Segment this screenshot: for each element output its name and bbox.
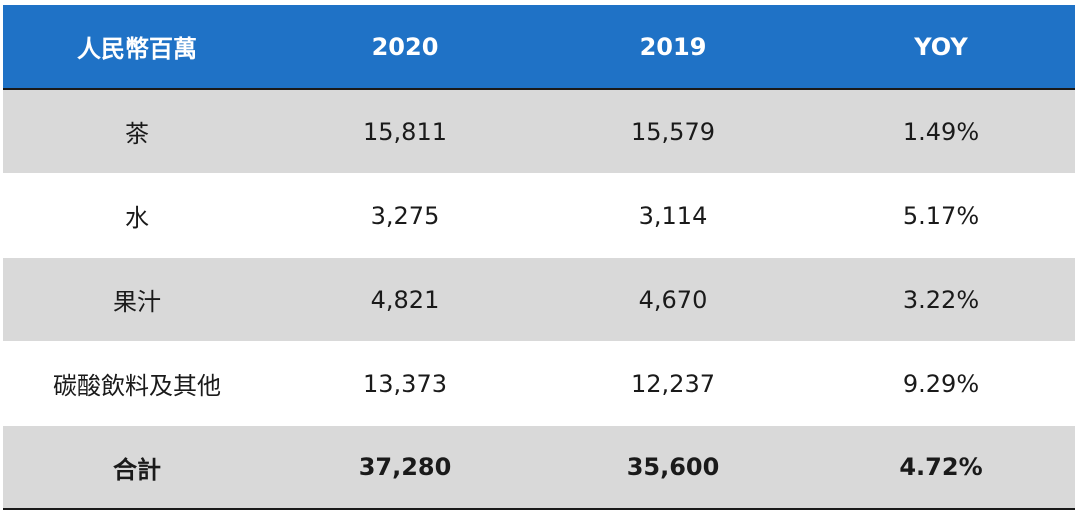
total-label: 合計 — [113, 455, 161, 484]
row-value-2020: 3,275 — [370, 201, 440, 230]
row-value-2019: 15,579 — [631, 117, 715, 146]
row-label: 茶 — [125, 120, 149, 148]
total-value-yoy: 4.72% — [899, 453, 983, 481]
table-row: 茶 15,811 15,579 1.49% — [3, 90, 1075, 174]
row-value-yoy: 3.22% — [902, 285, 980, 314]
row-label: 碳酸飲料及其他 — [53, 372, 221, 400]
row-value-2019: 4,670 — [638, 285, 708, 314]
total-value-2020: 37,280 — [358, 453, 452, 481]
header-cell-unit: 人民幣百萬 — [77, 35, 197, 63]
row-value-yoy: 1.49% — [902, 117, 980, 146]
table-header-row: 人民幣百萬 2020 2019 YOY — [3, 5, 1075, 90]
total-value-2019: 35,600 — [626, 453, 720, 481]
row-value-2019: 3,114 — [638, 201, 708, 230]
row-label: 果汁 — [113, 288, 161, 316]
row-value-2020: 13,373 — [363, 369, 447, 398]
table-row: 水 3,275 3,114 5.17% — [3, 174, 1075, 258]
table-row: 果汁 4,821 4,670 3.22% — [3, 258, 1075, 342]
row-value-2020: 15,811 — [363, 117, 447, 146]
row-value-2019: 12,237 — [631, 369, 715, 398]
row-value-2020: 4,821 — [370, 285, 440, 314]
revenue-table: 人民幣百萬 2020 2019 YOY 茶 15,811 15,579 1.49… — [3, 5, 1075, 510]
table-row: 碳酸飲料及其他 13,373 12,237 9.29% — [3, 342, 1075, 426]
header-cell-2020: 2020 — [371, 32, 439, 61]
header-cell-yoy: YOY — [914, 32, 968, 61]
header-cell-2019: 2019 — [639, 32, 707, 61]
row-value-yoy: 9.29% — [902, 369, 980, 398]
table-total-row: 合計 37,280 35,600 4.72% — [3, 426, 1075, 508]
row-value-yoy: 5.17% — [902, 201, 980, 230]
row-label: 水 — [125, 204, 149, 232]
